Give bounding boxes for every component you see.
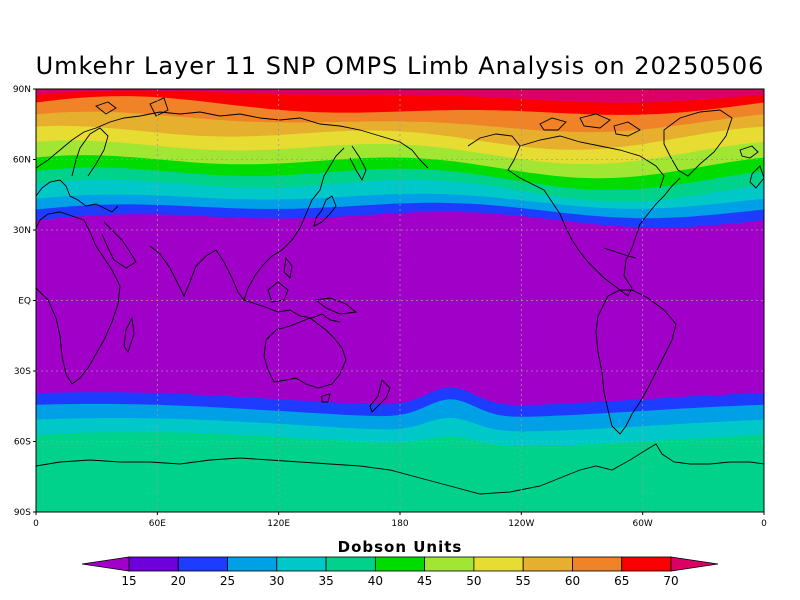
x-tick-labels: 0 60E 120E 180 120W 60W 0 [33,519,767,529]
coastline-east-asia [215,147,345,301]
axis-ticks [33,88,765,515]
y-tick-label: EQ [18,297,31,307]
coastline-africa [36,211,121,385]
colorbar-segment [572,556,623,572]
x-tick-label: 120E [267,519,290,529]
colorbar-label: 35 [318,574,333,588]
x-tick-label: 0 [761,519,767,529]
coastline-japan [313,195,337,227]
colorbar-label: 30 [269,574,284,588]
colorbar-label: 70 [663,574,678,588]
colorbar-extend-low [81,556,130,572]
map-title: Umkehr Layer 11 SNP OMPS Limb Analysis o… [35,52,765,80]
colorbar-label: 50 [466,574,481,588]
x-tick-label: 0 [33,519,39,529]
colorbar-segment [128,556,179,572]
x-tick-label: 60E [149,519,166,529]
colorbar-extend-high [670,556,719,572]
colorbar-segment [276,556,327,572]
y-tick-label: 90S [14,508,31,518]
coastline-kamchatka [349,145,367,182]
coastline-iceland [739,145,759,159]
colorbar-segment [522,556,573,572]
colorbar-segment [621,556,672,572]
colorbar-segment [473,556,524,572]
coastline-greenland [663,109,733,177]
colorbar-label: 20 [171,574,186,588]
colorbar-segment [424,556,475,572]
coastline-canada-arctic [519,135,665,189]
coastline-tasmania [321,393,331,403]
coastline-new-guinea [314,297,358,315]
coastline-indonesia [243,299,341,323]
contour-band-south-35 [36,432,764,512]
coastline-caribbean [603,247,637,259]
coastline-new-zealand [369,379,391,413]
coastline-svalbard [95,101,117,115]
grid-lines [36,89,764,512]
colorbar-segment [177,556,228,572]
y-tick-label: 60S [14,438,31,448]
colorbar: 15 20 25 30 35 40 45 50 55 60 65 70 [81,556,719,588]
colorbar-label: 55 [516,574,531,588]
coastline-borneo [267,281,289,303]
colorbar-label: 60 [565,574,580,588]
coastline-arabia [101,221,137,269]
coastline-philippines [283,256,293,279]
colorbar-label: 65 [614,574,629,588]
coastline-india [149,245,217,298]
colorbar-title: Dobson Units [338,538,463,556]
x-tick-label: 120W [508,519,534,529]
colorbar-label: 15 [121,574,136,588]
coastline-europe [36,179,119,213]
coastline-arctic-islands [539,113,641,137]
coastline-uk [749,165,764,189]
colorbar-label: 25 [220,574,235,588]
coastlines [36,97,764,495]
coastline-north-america [467,133,681,297]
y-tick-labels: 90N 60N 30N EQ 30S 60S 90S [13,85,31,518]
colorbar-segment [325,556,376,572]
coastline-australia [263,317,347,389]
colorbar-label: 40 [368,574,383,588]
coastline-novaya-zemlya [149,97,169,117]
y-tick-label: 30S [14,367,31,377]
y-tick-label: 90N [13,85,31,95]
x-tick-label: 60W [632,519,652,529]
coastline-antarctica [36,443,764,495]
coastline-south-america [595,289,677,435]
x-tick-label: 180 [391,519,408,529]
y-tick-label: 60N [13,156,31,166]
y-tick-label: 30N [13,226,31,236]
coastline-madagascar [123,316,135,354]
contour-band-north-70 [36,89,764,103]
coastline-scandinavia [71,127,109,177]
colorbar-label: 45 [417,574,432,588]
coastline-eurasia-north [36,111,429,169]
colorbar-segment [227,556,278,572]
colorbar-segment [374,556,426,572]
plot-area [36,89,764,512]
